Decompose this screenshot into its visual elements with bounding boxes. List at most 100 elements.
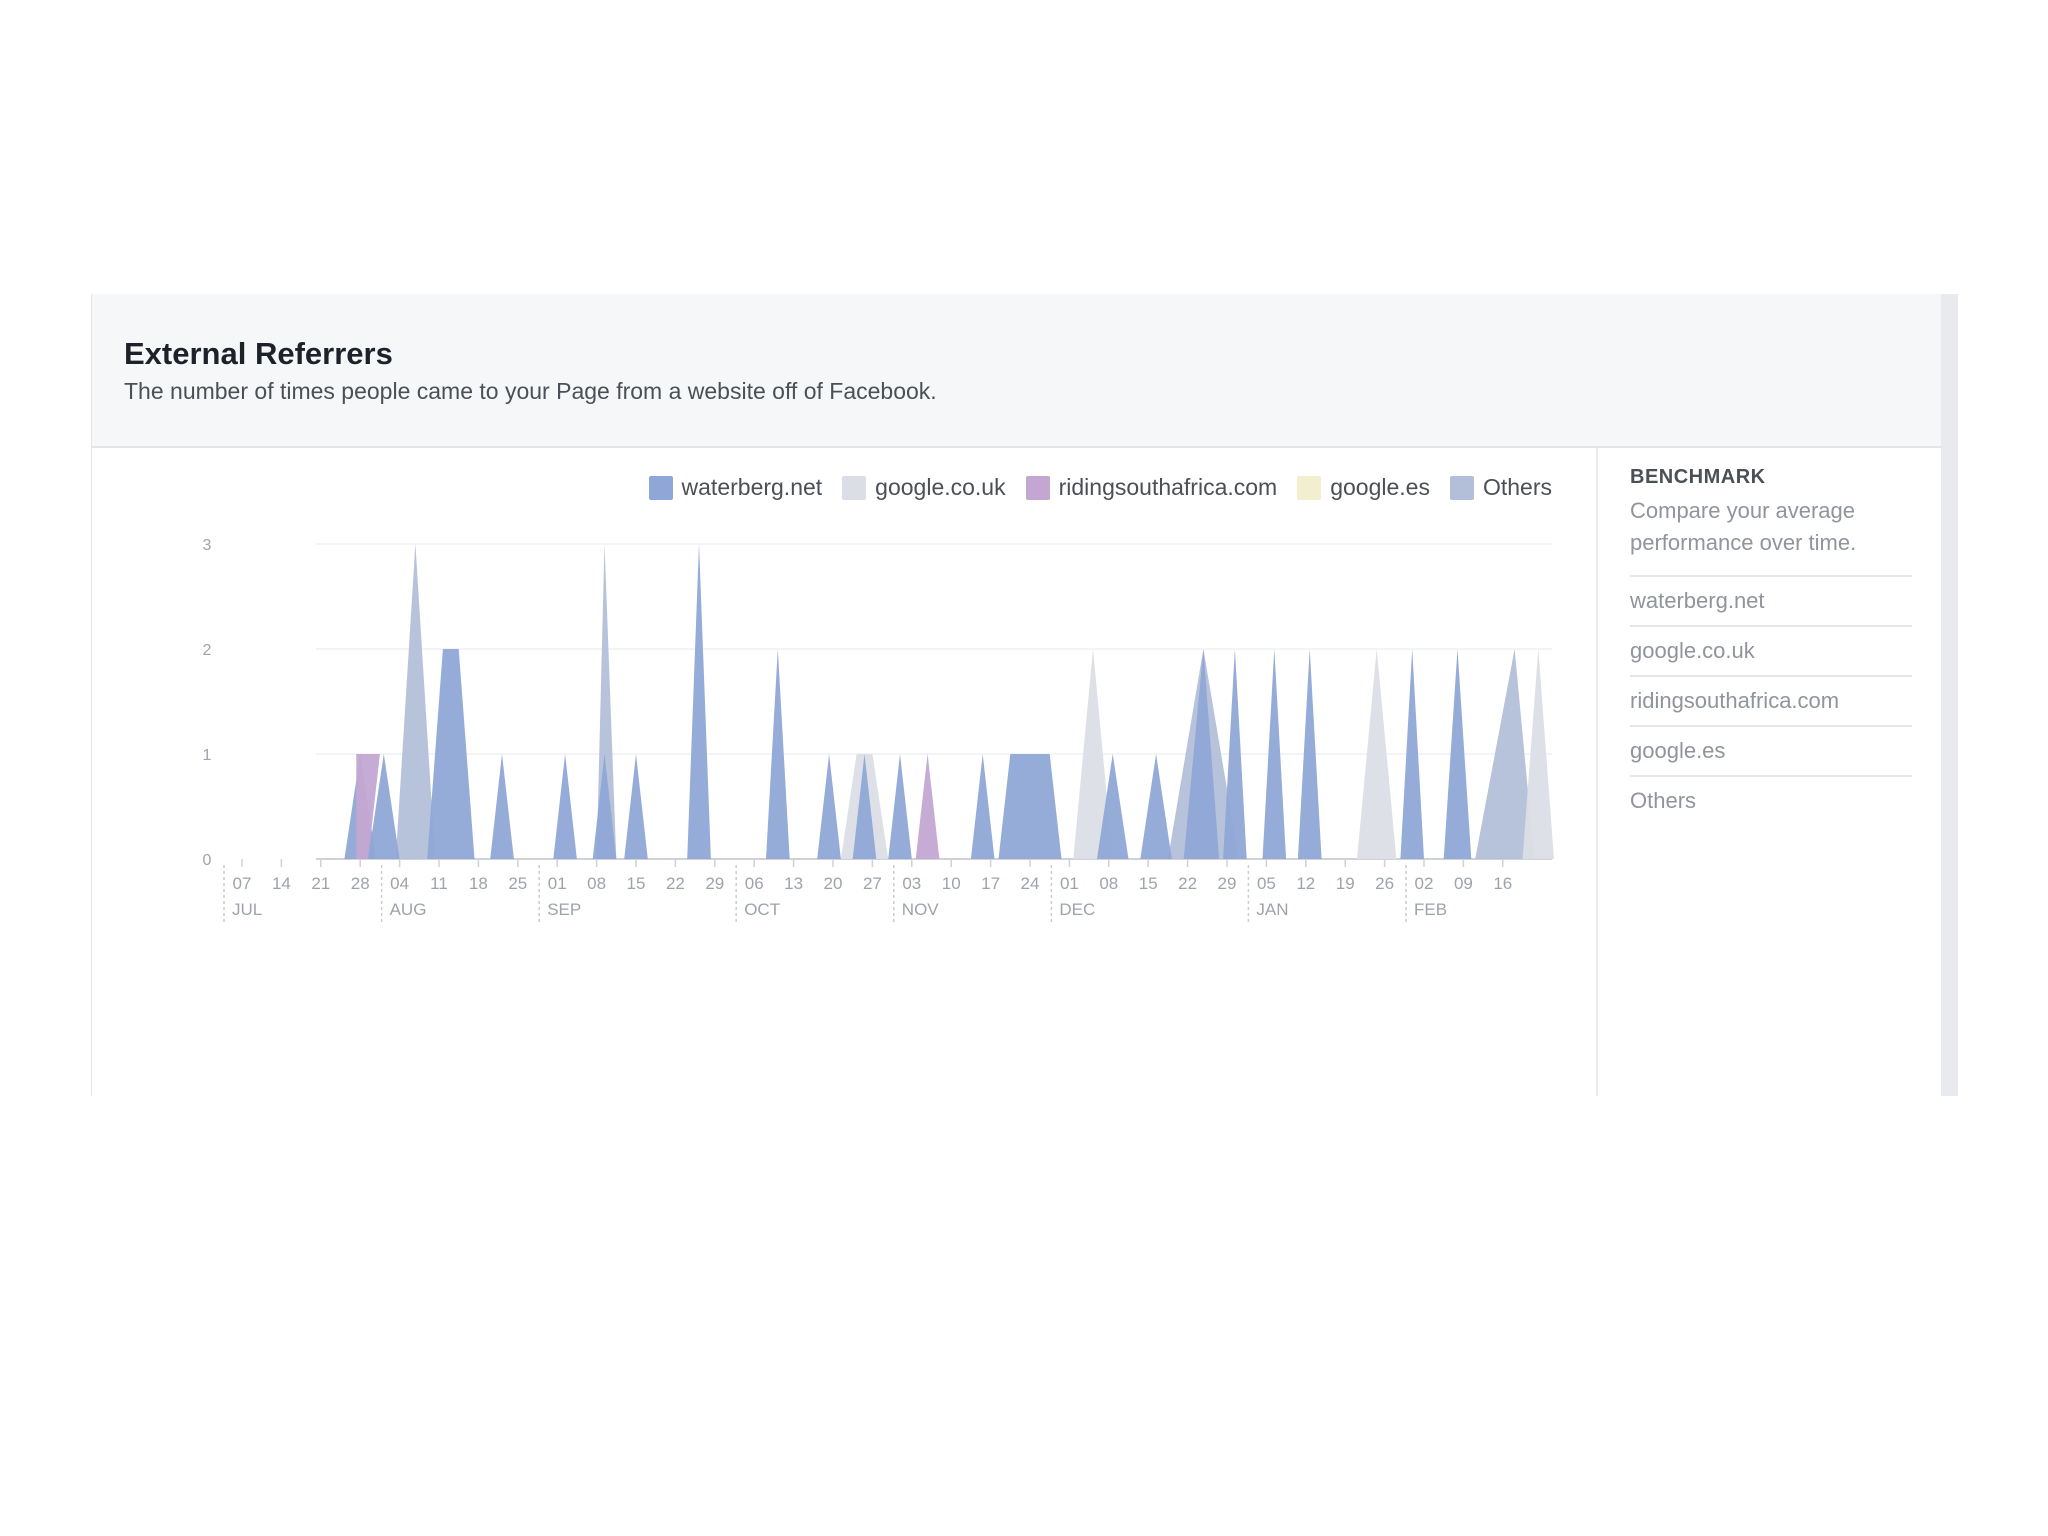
series-area-waterberg-net (624, 754, 648, 859)
x-tick-label: 29 (1218, 874, 1237, 893)
x-tick-label: 22 (1178, 874, 1197, 893)
series-area-ridingsouthafrica-com (915, 754, 940, 859)
legend-swatch (842, 475, 867, 500)
x-tick-label: 15 (1139, 874, 1158, 893)
x-tick-label: 01 (548, 874, 567, 893)
external-referrers-card: External Referrers The number of times p… (91, 294, 1958, 1096)
month-label: SEP (547, 900, 581, 919)
x-tick-label: 28 (351, 874, 370, 893)
y-tick-label: 1 (203, 747, 212, 764)
x-tick-label: 03 (902, 874, 921, 893)
month-label: FEB (1414, 900, 1447, 919)
x-tick-label: 07 (233, 874, 252, 893)
x-tick-label: 08 (1099, 874, 1118, 893)
y-tick-label: 0 (203, 852, 212, 869)
x-tick-label: 12 (1296, 874, 1315, 893)
x-tick-label: 10 (942, 874, 961, 893)
legend-item-google-co-uk[interactable]: google.co.uk (842, 474, 1006, 501)
chart-area: waterberg.net google.co.uk ridingsouthaf… (92, 448, 1596, 1096)
benchmark-item-others[interactable]: Others (1630, 788, 1697, 813)
x-tick-label: 24 (1021, 874, 1040, 893)
legend-label: ridingsouthafrica.com (1058, 474, 1278, 500)
x-tick-label: 01 (1060, 874, 1079, 893)
month-label: JAN (1256, 900, 1288, 919)
x-tick-label: 19 (1336, 874, 1355, 893)
month-label: OCT (744, 900, 780, 919)
benchmark-list: waterberg.net google.co.uk ridingsouthaf… (1630, 575, 1912, 825)
series-area-waterberg-net (368, 754, 400, 859)
x-tick-label: 20 (824, 874, 843, 893)
x-tick-label: 29 (705, 874, 724, 893)
series-area-waterberg-net (970, 754, 995, 859)
x-tick-label: 21 (311, 874, 330, 893)
series-area-google-co-uk (1522, 649, 1554, 859)
benchmark-item-waterberg[interactable]: waterberg.net (1630, 577, 1912, 627)
x-tick-label: 11 (430, 874, 448, 893)
series-area-waterberg-net (766, 649, 790, 859)
series-area-waterberg-net (817, 754, 841, 859)
legend-swatch (1297, 475, 1322, 500)
card-title: External Referrers (124, 336, 393, 371)
x-tick-label: 25 (508, 874, 527, 893)
x-tick-label: 16 (1493, 874, 1512, 893)
series-area-waterberg-net (687, 544, 711, 859)
benchmark-panel: BENCHMARK Compare your average performan… (1630, 466, 1912, 825)
legend-item-google-es[interactable]: google.es (1297, 474, 1430, 501)
series-area-waterberg-net (1262, 649, 1287, 859)
legend-label: google.es (1330, 474, 1430, 500)
series-area-ridingsouthafrica-com (356, 754, 380, 859)
month-label: NOV (902, 900, 940, 919)
benchmark-item-google-es[interactable]: google.es (1630, 727, 1912, 777)
series-area-waterberg-net (1297, 649, 1322, 859)
y-tick-label: 2 (203, 642, 212, 659)
month-label: AUG (390, 900, 427, 919)
series-area-waterberg-net (998, 754, 1062, 859)
series-area-Others (395, 544, 436, 859)
benchmark-item-google-co-uk[interactable]: google.co.uk (1630, 627, 1912, 677)
series-area-waterberg-net (592, 754, 617, 859)
card-scrollbar[interactable] (1941, 294, 1958, 1096)
series-area-Others (596, 544, 617, 859)
benchmark-title: BENCHMARK (1630, 466, 1766, 488)
legend-label: Others (1482, 474, 1552, 500)
y-tick-label: 3 (203, 537, 212, 554)
x-tick-label: 22 (666, 874, 685, 893)
vertical-divider (1596, 448, 1598, 1096)
series-area-google-co-uk (1073, 649, 1113, 859)
x-tick-label: 15 (627, 874, 646, 893)
month-label: JUL (232, 900, 262, 919)
month-label: DEC (1059, 900, 1095, 919)
legend-swatch (1449, 475, 1474, 500)
x-tick-label: 14 (272, 874, 291, 893)
series-area-waterberg-net (1443, 649, 1472, 859)
x-tick-label: 02 (1415, 874, 1434, 893)
x-tick-label: 27 (863, 874, 882, 893)
series-area-waterberg-net (553, 754, 577, 859)
series-area-waterberg-net (490, 754, 514, 859)
card-header: External Referrers The number of times p… (92, 294, 1942, 448)
benchmark-description: Compare your average performance over ti… (1630, 498, 1857, 555)
series-area-waterberg-net (888, 754, 912, 859)
legend-label: waterberg.net (681, 474, 823, 500)
chart-legend: waterberg.net google.co.uk ridingsouthaf… (648, 474, 1552, 501)
card-subtitle: The number of times people came to your … (124, 378, 937, 404)
x-tick-label: 05 (1257, 874, 1276, 893)
legend-item-waterberg[interactable]: waterberg.net (648, 474, 823, 501)
series-area-waterberg-net (1140, 754, 1172, 859)
legend-item-ridingsouthafrica[interactable]: ridingsouthafrica.com (1025, 474, 1278, 501)
series-area-waterberg-net (1183, 649, 1220, 859)
legend-swatch (1025, 475, 1050, 500)
series-area-waterberg-net (1223, 649, 1247, 859)
x-tick-label: 18 (469, 874, 488, 893)
x-tick-label: 26 (1375, 874, 1394, 893)
series-area-google-co-uk (1357, 649, 1397, 859)
x-tick-label: 17 (981, 874, 1000, 893)
x-tick-label: 08 (587, 874, 606, 893)
legend-item-others[interactable]: Others (1449, 474, 1552, 501)
series-area-waterberg-net (1400, 649, 1424, 859)
legend-swatch (648, 475, 673, 500)
series-area-waterberg-net (427, 649, 475, 859)
benchmark-item-ridingsouthafrica[interactable]: ridingsouthafrica.com (1630, 677, 1912, 727)
x-tick-label: 13 (784, 874, 803, 893)
